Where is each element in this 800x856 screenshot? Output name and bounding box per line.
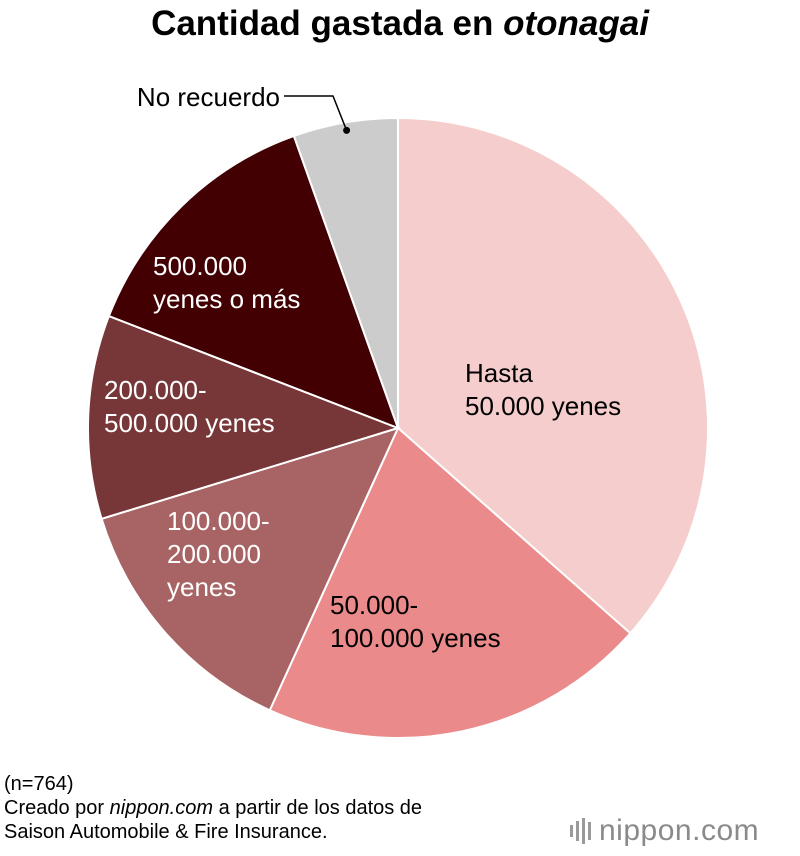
slice-label-line: yenes [167, 572, 236, 602]
leader-line [284, 95, 348, 131]
slice-label-line: 500.000 [153, 251, 247, 281]
pie-slice-4 [87, 314, 402, 521]
slice-label-line: 50.000 yenes [465, 391, 621, 421]
pie-slice-1 [397, 116, 709, 635]
slice-label-2: 50.000-100.000 yenes [330, 590, 501, 653]
logo-tld: com [700, 814, 760, 847]
credit-suffix: a partir de los datos de [213, 797, 423, 819]
slice-label-line: 50.000- [330, 590, 418, 620]
slice-label-3: 100.000-200.000 yenes [167, 506, 270, 602]
source-line: Saison Automobile & Fire Insurance. [4, 821, 328, 843]
slice-label-6: No recuerdo [137, 82, 280, 112]
pie-slice-3 [100, 426, 400, 712]
sample-size-note: (n=764) [4, 773, 74, 795]
credit-line: Creado por nippon.com a partir de los da… [4, 796, 422, 820]
logo-name: nippon [599, 814, 693, 847]
logo-dot: . [692, 814, 701, 847]
slice-label-1: Hasta 50.000 yenes [465, 358, 621, 421]
credit-site: nippon.com [109, 797, 214, 819]
pie-slice-6 [292, 116, 399, 429]
slice-label-5: 500.000 yenes o más [153, 251, 300, 314]
slice-label-line: 500.000 yenes [104, 408, 275, 438]
nippon-logo: nippon.com [570, 814, 759, 848]
pie-slice-2 [268, 426, 632, 739]
slice-label-line: No recuerdo [137, 82, 280, 112]
slice-label-line: 200.000 [167, 539, 261, 569]
pie-slice-5 [107, 134, 400, 430]
credit-prefix: Creado por [4, 797, 110, 819]
slice-label-line: Hasta [465, 358, 533, 388]
slice-label-line: 200.000- [104, 375, 207, 405]
chart-title: Cantidad gastada en otonagai [0, 4, 800, 44]
slice-label-line: 100.000 yenes [330, 623, 501, 653]
slice-label-line: yenes o más [153, 284, 300, 314]
chart-title-emphasis: otonagai [503, 4, 649, 43]
slice-label-4: 200.000-500.000 yenes [104, 375, 275, 438]
sound-bars-icon [570, 818, 591, 844]
leader-dot [343, 126, 351, 134]
slice-label-line: 100.000- [167, 506, 270, 536]
chart-title-text: Cantidad gastada en [151, 4, 504, 43]
logo-wordmark: nippon.com [599, 814, 759, 848]
